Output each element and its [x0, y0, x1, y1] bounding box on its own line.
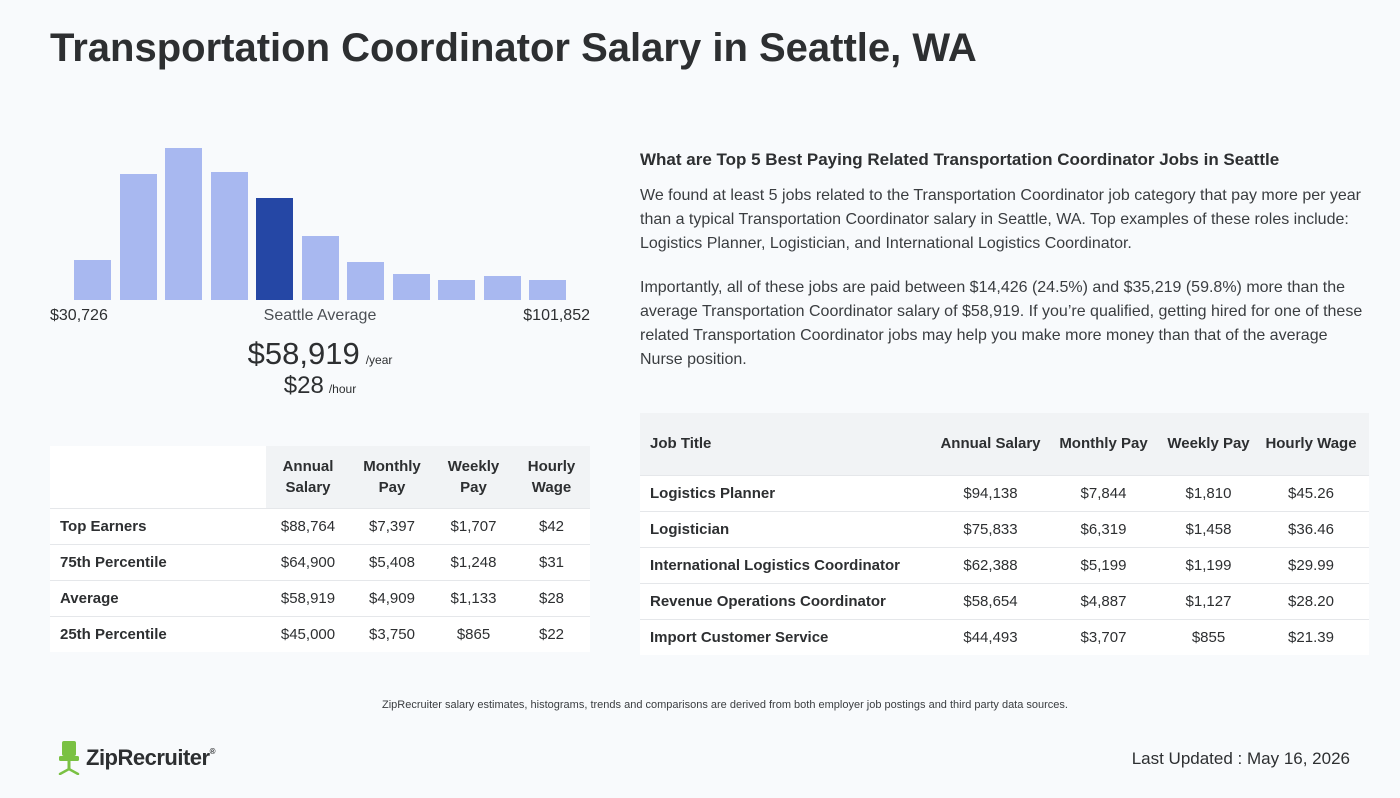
annual-salary-cell: $88,764 — [266, 507, 350, 544]
row-label: 25th Percentile — [50, 615, 266, 652]
monthly-pay-cell: $5,408 — [350, 543, 434, 580]
histogram-bar — [483, 276, 521, 300]
histogram-bar — [301, 236, 339, 300]
histogram-average-label: Seattle Average — [263, 307, 377, 324]
histogram-max-label: $101,852 — [523, 307, 590, 324]
weekly-pay-cell: $1,707 — [434, 507, 513, 544]
table-header-hourly-wage: Hourly Wage — [1253, 413, 1369, 475]
annual-salary-cell: $58,919 — [266, 579, 350, 616]
ziprecruiter-logo[interactable]: ZipRecruiter® — [58, 740, 216, 776]
table-header-monthly-pay: Monthly Pay — [350, 446, 434, 508]
weekly-pay-cell: $1,458 — [1164, 510, 1253, 547]
histogram-bar — [392, 274, 430, 300]
job-title-cell: Import Customer Service — [640, 618, 938, 655]
average-hourly-wage: $28/hour — [50, 372, 590, 400]
histogram-labels: $30,726 Seattle Average $101,852 — [50, 307, 590, 327]
table-header-annual-salary: Annual Salary — [266, 446, 350, 508]
annual-salary-cell: $58,654 — [938, 582, 1043, 619]
related-jobs-paragraph-1: We found at least 5 jobs related to the … — [640, 187, 1362, 252]
job-title-cell: International Logistics Coordinator — [640, 546, 938, 583]
table-row: Average $58,919 $4,909 $1,133 $28 — [50, 579, 590, 616]
table-header-weekly-pay: Weekly Pay — [1164, 413, 1253, 475]
average-annual-salary: $58,919/year — [50, 336, 590, 372]
average-annual-value: $58,919 — [247, 336, 360, 371]
hourly-wage-cell: $31 — [513, 543, 590, 580]
table-row: Logistics Planner $94,138 $7,844 $1,810 … — [640, 474, 1369, 511]
weekly-pay-cell: $1,199 — [1164, 546, 1253, 583]
percentile-salary-table: Annual Salary Monthly Pay Weekly Pay Hou… — [50, 446, 590, 652]
weekly-pay-cell: $1,810 — [1164, 474, 1253, 511]
related-jobs-table: Job Title Annual Salary Monthly Pay Week… — [640, 413, 1369, 655]
histogram-min-label: $30,726 — [50, 307, 108, 324]
job-title-cell: Logistics Planner — [640, 474, 938, 511]
hourly-wage-cell: $28.20 — [1253, 582, 1369, 619]
average-hourly-value: $28 — [283, 372, 324, 399]
table-row: 75th Percentile $64,900 $5,408 $1,248 $3… — [50, 543, 590, 580]
monthly-pay-cell: $4,909 — [350, 579, 434, 616]
salary-histogram — [50, 100, 590, 300]
average-annual-unit: /year — [365, 353, 393, 367]
weekly-pay-cell: $1,133 — [434, 579, 513, 616]
table-row: Top Earners $88,764 $7,397 $1,707 $42 — [50, 507, 590, 544]
weekly-pay-cell: $865 — [434, 615, 513, 652]
annual-salary-cell: $62,388 — [938, 546, 1043, 583]
monthly-pay-cell: $7,397 — [350, 507, 434, 544]
related-jobs-heading: What are Top 5 Best Paying Related Trans… — [640, 150, 1280, 169]
histogram-bar-average — [256, 198, 293, 300]
row-label: Top Earners — [50, 507, 266, 544]
average-hourly-unit: /hour — [328, 382, 357, 396]
monthly-pay-cell: $7,844 — [1043, 474, 1164, 511]
table-header-weekly-pay: Weekly Pay — [434, 446, 513, 508]
ziprecruiter-chair-icon — [58, 741, 80, 776]
job-title-cell: Revenue Operations Coordinator — [640, 582, 938, 619]
row-label: Average — [50, 579, 266, 616]
logo-wordmark: ZipRecruiter® — [86, 745, 216, 770]
table-header-job-title: Job Title — [640, 413, 938, 475]
row-label: 75th Percentile — [50, 543, 266, 580]
table-header-monthly-pay: Monthly Pay — [1043, 413, 1164, 475]
related-jobs-paragraph-2: Importantly, all of these jobs are paid … — [640, 279, 1363, 368]
histogram-bar — [119, 174, 157, 300]
hourly-wage-cell: $29.99 — [1253, 546, 1369, 583]
page-title: Transportation Coordinator Salary in Sea… — [50, 26, 977, 70]
table-row: Revenue Operations Coordinator $58,654 $… — [640, 582, 1369, 619]
histogram-bar — [74, 260, 111, 300]
table-header-hourly-wage: Hourly Wage — [513, 446, 590, 508]
hourly-wage-cell: $21.39 — [1253, 618, 1369, 655]
annual-salary-cell: $45,000 — [266, 615, 350, 652]
table-row: International Logistics Coordinator $62,… — [640, 546, 1369, 583]
annual-salary-cell: $75,833 — [938, 510, 1043, 547]
annual-salary-cell: $94,138 — [938, 474, 1043, 511]
data-source-disclaimer: ZipRecruiter salary estimates, histogram… — [382, 699, 1068, 711]
table-header-annual-salary: Annual Salary — [938, 413, 1043, 475]
hourly-wage-cell: $45.26 — [1253, 474, 1369, 511]
table-row: Import Customer Service $44,493 $3,707 $… — [640, 618, 1369, 655]
annual-salary-cell: $64,900 — [266, 543, 350, 580]
histogram-bar — [438, 280, 475, 300]
histogram-bar — [347, 262, 384, 300]
monthly-pay-cell: $4,887 — [1043, 582, 1164, 619]
last-updated-date: Last Updated : May 16, 2026 — [1131, 749, 1350, 768]
hourly-wage-cell: $22 — [513, 615, 590, 652]
table-row: Logistician $75,833 $6,319 $1,458 $36.46 — [640, 510, 1369, 547]
table-row: 25th Percentile $45,000 $3,750 $865 $22 — [50, 615, 590, 652]
monthly-pay-cell: $6,319 — [1043, 510, 1164, 547]
hourly-wage-cell: $28 — [513, 579, 590, 616]
histogram-bar — [165, 148, 202, 300]
weekly-pay-cell: $1,248 — [434, 543, 513, 580]
monthly-pay-cell: $5,199 — [1043, 546, 1164, 583]
weekly-pay-cell: $855 — [1164, 618, 1253, 655]
histogram-bar — [529, 280, 566, 300]
annual-salary-cell: $44,493 — [938, 618, 1043, 655]
job-title-cell: Logistician — [640, 510, 938, 547]
monthly-pay-cell: $3,707 — [1043, 618, 1164, 655]
monthly-pay-cell: $3,750 — [350, 615, 434, 652]
histogram-bar — [210, 172, 248, 300]
hourly-wage-cell: $42 — [513, 507, 590, 544]
hourly-wage-cell: $36.46 — [1253, 510, 1369, 547]
table-header-blank — [50, 446, 266, 508]
weekly-pay-cell: $1,127 — [1164, 582, 1253, 619]
